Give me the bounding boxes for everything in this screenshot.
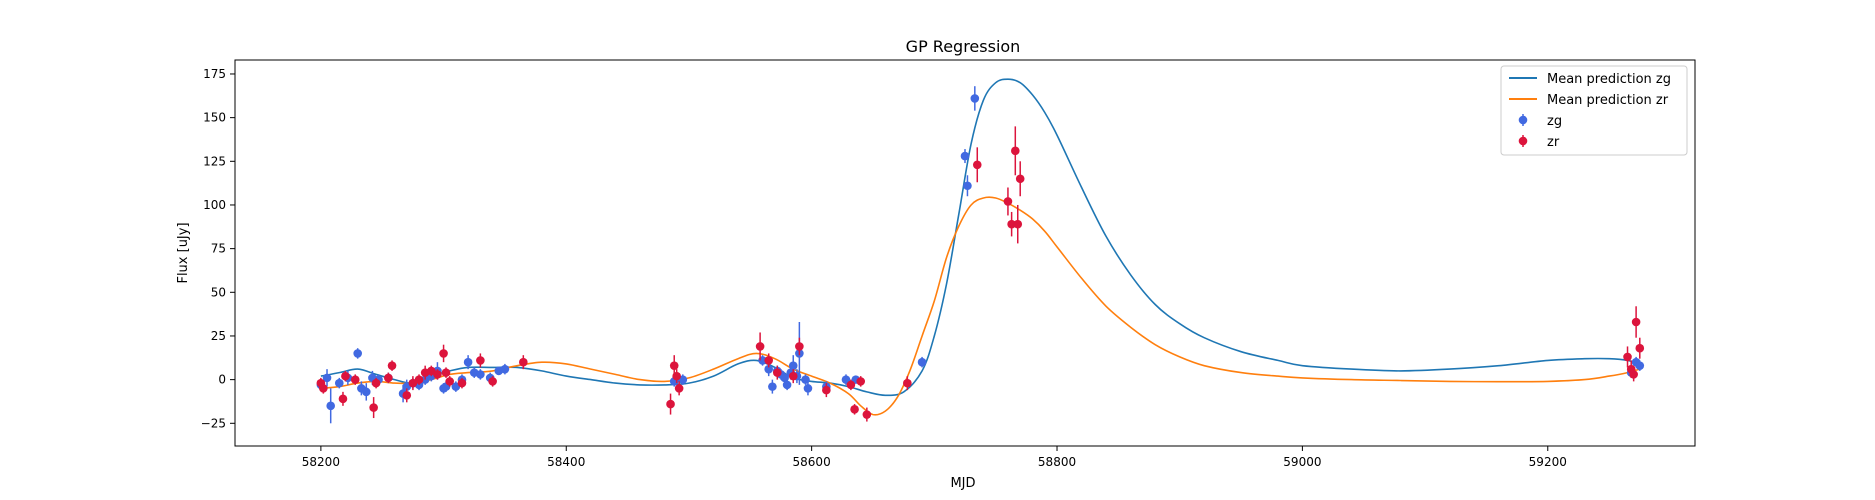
zr-data-point [1007, 219, 1016, 229]
y-tick-label: 0 [218, 373, 226, 387]
zr-data-point [672, 371, 681, 381]
zr-data-point [439, 349, 448, 358]
legend-label: zg [1547, 114, 1562, 129]
zg-data-point [768, 382, 777, 391]
zr-data-point [850, 405, 859, 414]
zr-data-point [1013, 219, 1023, 229]
zg-data-point [353, 349, 362, 358]
zg-data-point [788, 361, 798, 370]
x-tick-label: 58200 [302, 455, 340, 469]
zr-data-point [1635, 343, 1645, 353]
mean-prediction-line-zr [320, 196, 1641, 416]
zr-data-point [846, 380, 856, 390]
zr-data-point [319, 384, 328, 393]
zg-data-point [1635, 361, 1645, 370]
y-tick-label: 150 [203, 111, 226, 125]
plot-area [234, 59, 1696, 447]
zg-data-point [764, 364, 773, 374]
zr-data-point [1003, 197, 1013, 206]
x-tick-label: 58600 [793, 455, 831, 469]
zg-data-point [917, 357, 927, 367]
y-tick-label: 125 [203, 154, 226, 168]
zr-data-point [414, 375, 424, 384]
zr-data-point [457, 378, 467, 388]
zr-data-point [488, 377, 497, 386]
legend-box [1500, 65, 1688, 156]
zr-data-point [384, 373, 393, 383]
legend-label: zr [1547, 135, 1560, 150]
zr-data-point [788, 371, 798, 381]
legend-marker-swatch [1518, 136, 1528, 146]
y-tick-label: 75 [211, 242, 226, 256]
zg-data-point [463, 357, 473, 367]
observation-points [316, 86, 1645, 424]
zr-data-point [856, 377, 866, 386]
zr-data-point [402, 391, 412, 400]
zr-data-point [445, 377, 455, 386]
legend: Mean prediction zg Mean prediction zr zg zr [1500, 65, 1688, 156]
y-axis-label: Flux [uJy] [176, 222, 191, 283]
x-tick-label: 59200 [1529, 455, 1567, 469]
x-axis-ticks: 58200 58400 58600 58800 59000 59200 [302, 446, 1567, 469]
zr-data-point [862, 410, 872, 419]
zr-data-point [1011, 146, 1020, 156]
zr-data-point [772, 368, 782, 377]
zg-data-point [361, 387, 371, 397]
legend-label: Mean prediction zg [1547, 72, 1671, 87]
zg-data-point [476, 370, 485, 379]
zr-data-point [972, 160, 982, 170]
zr-data-point [369, 403, 378, 412]
zr-data-point [433, 370, 442, 379]
zr-data-point [1623, 352, 1632, 362]
x-axis-label: MJD [950, 476, 975, 491]
zg-data-point [803, 384, 813, 393]
zr-data-point [371, 378, 381, 388]
zr-data-point [674, 384, 684, 393]
zr-data-point [387, 361, 397, 370]
zg-data-point [326, 401, 335, 411]
zg-data-point [334, 378, 344, 388]
zr-data-point [519, 357, 528, 367]
legend-marker-swatch [1518, 115, 1528, 125]
zr-data-point [795, 342, 804, 351]
zg-data-point [963, 181, 972, 191]
mean-prediction-lines [320, 78, 1641, 416]
zr-data-point [350, 375, 360, 384]
zg-data-point [782, 380, 792, 390]
zr-data-point [764, 356, 773, 365]
zr-data-point [1015, 174, 1025, 184]
zg-data-point [960, 151, 970, 161]
zr-data-point [1629, 370, 1638, 379]
legend-label: Mean prediction zr [1547, 93, 1669, 108]
zr-data-point [1631, 317, 1641, 327]
zg-data-point [322, 373, 332, 383]
y-tick-label: 25 [211, 329, 226, 343]
zr-data-point [755, 342, 765, 351]
plot-frame [234, 59, 1696, 447]
zr-data-point [903, 378, 912, 388]
zr-data-point [669, 361, 679, 370]
y-tick-label: −25 [201, 416, 226, 430]
y-axis-ticks: −25 0 25 50 75 100 125 150 175 [201, 67, 235, 430]
zr-data-point [341, 371, 350, 381]
y-tick-label: 100 [203, 198, 226, 212]
y-tick-label: 50 [211, 285, 226, 299]
x-tick-label: 59000 [1283, 455, 1321, 469]
zr-data-point [822, 385, 831, 395]
x-tick-label: 58400 [547, 455, 585, 469]
zg-data-point [500, 364, 510, 374]
zr-data-point [338, 394, 348, 404]
zg-data-point [970, 94, 980, 103]
chart-title: GP Regression [906, 37, 1021, 56]
zr-data-point [666, 399, 675, 409]
y-tick-label: 175 [203, 67, 226, 81]
zr-data-point [476, 356, 485, 365]
x-tick-label: 58800 [1038, 455, 1076, 469]
zr-data-point [441, 368, 451, 377]
